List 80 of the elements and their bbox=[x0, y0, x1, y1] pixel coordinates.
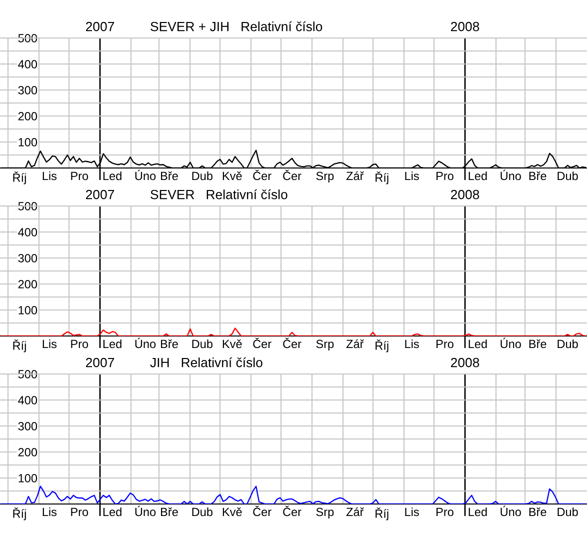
chart-title: SEVER + JIH Relativní číslo bbox=[150, 21, 322, 32]
x-tick-label: Bře bbox=[160, 507, 178, 516]
x-tick-label: Lis bbox=[405, 339, 419, 348]
x-tick-label: Úno bbox=[500, 338, 521, 348]
x-tick-label: Bře bbox=[160, 339, 178, 348]
x-tick-label: Dub bbox=[192, 171, 212, 180]
x-tick-label: Čer bbox=[283, 338, 302, 348]
y-tick-label: 100 bbox=[18, 138, 38, 146]
x-tick-label: Bře bbox=[529, 507, 546, 516]
x-tick-label: Čer bbox=[283, 170, 302, 180]
x-tick-label: Úno bbox=[135, 170, 156, 180]
x-tick-label: Úno bbox=[135, 338, 156, 348]
y-tick-label: 300 bbox=[18, 86, 38, 94]
y-tick-label: 100 bbox=[18, 306, 38, 314]
x-tick-label: Lis bbox=[42, 339, 57, 348]
x-tick-label: Dub bbox=[192, 339, 212, 348]
y-tick-label: 400 bbox=[18, 228, 38, 236]
x-tick-label: Srp bbox=[316, 508, 334, 518]
x2-tick-label: 2008 bbox=[450, 358, 480, 368]
y-tick-label: 400 bbox=[18, 396, 38, 404]
x-tick-label: Led bbox=[468, 171, 487, 180]
x-tick-label: Pro bbox=[436, 508, 454, 516]
x-tick-label: Říj bbox=[13, 507, 26, 520]
x-tick-label: Pro bbox=[436, 340, 454, 348]
line-series bbox=[0, 328, 586, 336]
x-tick-label: Pro bbox=[71, 508, 88, 516]
x-tick-label: Srp bbox=[316, 340, 334, 350]
x-tick-label: Říj bbox=[13, 171, 26, 184]
y-tick-label: 300 bbox=[18, 254, 38, 262]
chart-title: JIH Relativní číslo bbox=[150, 357, 262, 368]
x-tick-label: Led bbox=[468, 339, 487, 348]
x-tick-label: Říj bbox=[376, 507, 388, 520]
chart-title: SEVER Relativní číslo bbox=[150, 189, 288, 200]
x-tick-label: Čer bbox=[253, 338, 272, 348]
x-tick-label: Kvě bbox=[222, 171, 242, 180]
x-tick-label: Zář bbox=[346, 507, 364, 516]
x-tick-label: Srp bbox=[316, 172, 334, 182]
y-tick-label: 100 bbox=[18, 474, 38, 482]
x-tick-label: Úno bbox=[500, 506, 521, 516]
x-tick-label: Říj bbox=[376, 339, 388, 352]
x-tick-label: Kvě bbox=[222, 339, 242, 348]
x-tick-label: Led bbox=[468, 507, 487, 516]
y-tick-label: 200 bbox=[18, 280, 38, 288]
x-tick-label: Lis bbox=[42, 171, 57, 180]
x2-tick-label: 2007 bbox=[86, 190, 114, 200]
x-tick-label: Lis bbox=[405, 507, 419, 516]
x2-tick-label: 2007 bbox=[86, 358, 114, 368]
x-tick-label: Říj bbox=[376, 171, 388, 184]
x-tick-label: Zář bbox=[346, 171, 364, 180]
x-tick-label: Čer bbox=[253, 506, 272, 516]
x2-tick-label: 2008 bbox=[450, 22, 480, 32]
x-tick-label: Bře bbox=[529, 171, 546, 180]
x-tick-label: Pro bbox=[71, 340, 88, 348]
x-tick-label: Dub bbox=[558, 507, 578, 516]
y-tick-label: 400 bbox=[18, 60, 38, 68]
x-tick-label: Dub bbox=[558, 171, 578, 180]
x-tick-label: Bře bbox=[160, 171, 178, 180]
x-tick-label: Zář bbox=[346, 339, 364, 348]
x-tick-label: Led bbox=[103, 171, 122, 180]
x-tick-label: Kvě bbox=[222, 507, 242, 516]
x-tick-label: Led bbox=[103, 339, 122, 348]
x-tick-label: Pro bbox=[71, 172, 88, 180]
y-tick-label: 200 bbox=[18, 112, 38, 120]
x-tick-label: Bře bbox=[529, 339, 546, 348]
x-tick-label: Dub bbox=[192, 507, 212, 516]
x-tick-label: Čer bbox=[253, 170, 272, 180]
line-series bbox=[0, 486, 586, 504]
x-tick-label: Lis bbox=[42, 507, 57, 516]
x-tick-label: Led bbox=[103, 507, 122, 516]
x2-tick-label: 2007 bbox=[86, 22, 114, 32]
x-tick-label: Pro bbox=[436, 172, 454, 180]
y-tick-label: 300 bbox=[18, 422, 38, 430]
x-tick-label: Říj bbox=[13, 339, 26, 352]
x2-tick-label: 2008 bbox=[450, 190, 480, 200]
x-tick-label: Úno bbox=[135, 506, 156, 516]
x-tick-label: Úno bbox=[500, 170, 521, 180]
x-tick-label: Lis bbox=[405, 171, 419, 180]
x-tick-label: Čer bbox=[283, 506, 302, 516]
y-tick-label: 200 bbox=[18, 448, 38, 456]
x-tick-label: Dub bbox=[558, 339, 578, 348]
